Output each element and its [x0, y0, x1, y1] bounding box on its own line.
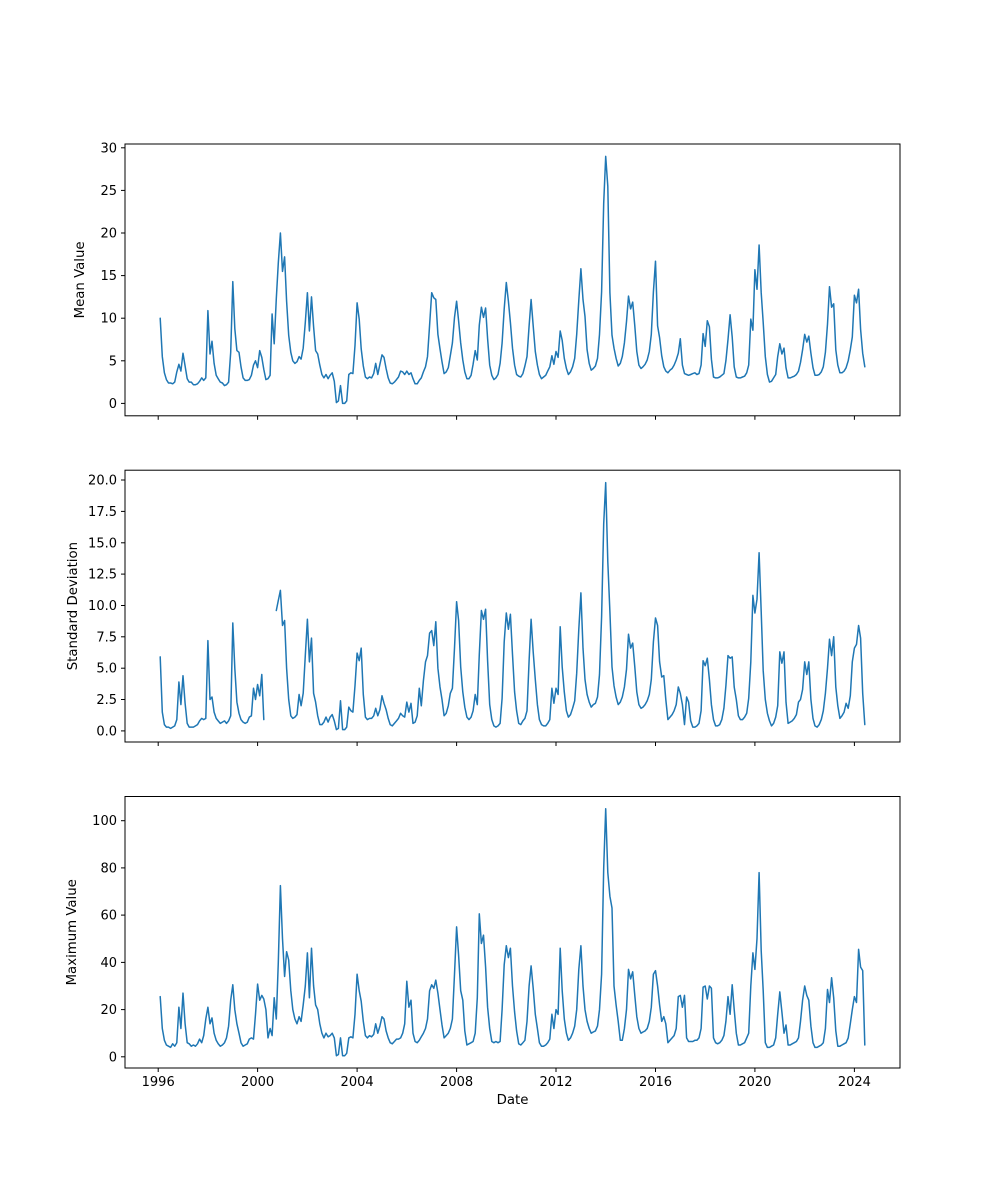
y-tick-label: 12.5 [88, 568, 117, 583]
y-tick-label: 2.5 [96, 693, 117, 708]
y-axis-label-mean-value: Mean Value [73, 241, 88, 318]
y-tick-label: 0 [109, 397, 117, 412]
axes-frame [124, 469, 901, 743]
y-tick-label: 17.5 [88, 505, 117, 520]
y-tick-label: 60 [100, 909, 117, 924]
y-tick-label: 0 [109, 1050, 117, 1065]
y-tick-label: 0.0 [96, 724, 117, 739]
subplot-maximum-value: Maximum Value Date 0 20 40 60 80 100 1996 2000 2… [65, 796, 901, 1108]
y-tick-label: 7.5 [96, 630, 117, 645]
y-tick-label: 100 [92, 814, 117, 829]
y-tick-label: 15 [100, 269, 117, 284]
y-axis-label-standard-deviation: Standard Deviation [66, 542, 81, 670]
y-tick-label: 20.0 [88, 474, 117, 489]
x-tick-label: 2024 [838, 1075, 871, 1090]
subplot-mean-value: Mean Value 0 5 10 15 20 25 30 [73, 141, 901, 420]
axes-frame [124, 143, 901, 417]
x-tick-label: 2012 [539, 1075, 572, 1090]
x-tick-label: 2020 [738, 1075, 771, 1090]
y-tick-label: 10 [100, 312, 117, 327]
line-series [159, 808, 866, 1057]
subplot-standard-deviation: Standard Deviation 0.0 2.5 5.0 7.5 10.0 12.5 1… [66, 469, 901, 746]
x-tick-label: 2016 [639, 1075, 672, 1090]
y-tick-label: 30 [100, 141, 117, 156]
x-tick-label: 2008 [440, 1075, 473, 1090]
y-tick-label: 10.0 [88, 599, 117, 614]
y-tick-label: 80 [100, 861, 117, 876]
line-series [159, 155, 866, 405]
y-tick-label: 40 [100, 956, 117, 971]
axes-frame [124, 796, 901, 1069]
y-axis-label-maximum-value: Maximum Value [65, 879, 80, 985]
y-tick-label: 25 [100, 184, 117, 199]
x-tick-label: 1996 [142, 1075, 175, 1090]
y-tick-label: 5.0 [96, 662, 117, 677]
x-tick-label: 2000 [241, 1075, 274, 1090]
y-tick-label: 5 [109, 354, 117, 369]
x-tick-label: 2004 [341, 1075, 374, 1090]
y-tick-label: 20 [100, 227, 117, 242]
y-tick-label: 20 [100, 1003, 117, 1018]
line-series [159, 481, 866, 731]
x-axis-label-date: Date [497, 1093, 529, 1108]
y-tick-label: 15.0 [88, 536, 117, 551]
